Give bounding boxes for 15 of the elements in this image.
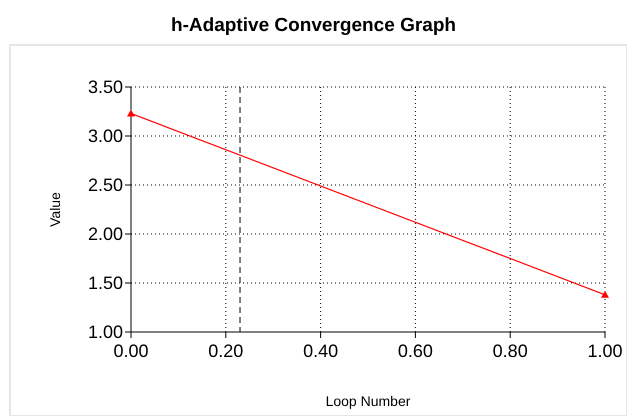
y-tick-label: 1.50 [88, 273, 123, 293]
chart-title: h-Adaptive Convergence Graph [170, 15, 456, 36]
y-tick-label: 3.00 [88, 126, 123, 146]
y-tick-label: 3.50 [88, 77, 123, 97]
x-tick-label: 0.20 [208, 341, 244, 361]
x-tick-label: 0.80 [492, 341, 528, 361]
y-axis-title: Value [47, 192, 63, 227]
x-tick-label: 0.00 [113, 341, 149, 361]
y-tick-label: 1.00 [88, 322, 123, 342]
x-tick-label: 0.60 [398, 341, 433, 361]
x-axis-title: Loop Number [326, 393, 411, 409]
x-tick-label: 0.40 [303, 341, 338, 361]
x-tick-label: 1.00 [587, 341, 623, 361]
y-tick-label: 2.50 [88, 175, 123, 195]
y-tick-label: 2.00 [88, 224, 123, 244]
